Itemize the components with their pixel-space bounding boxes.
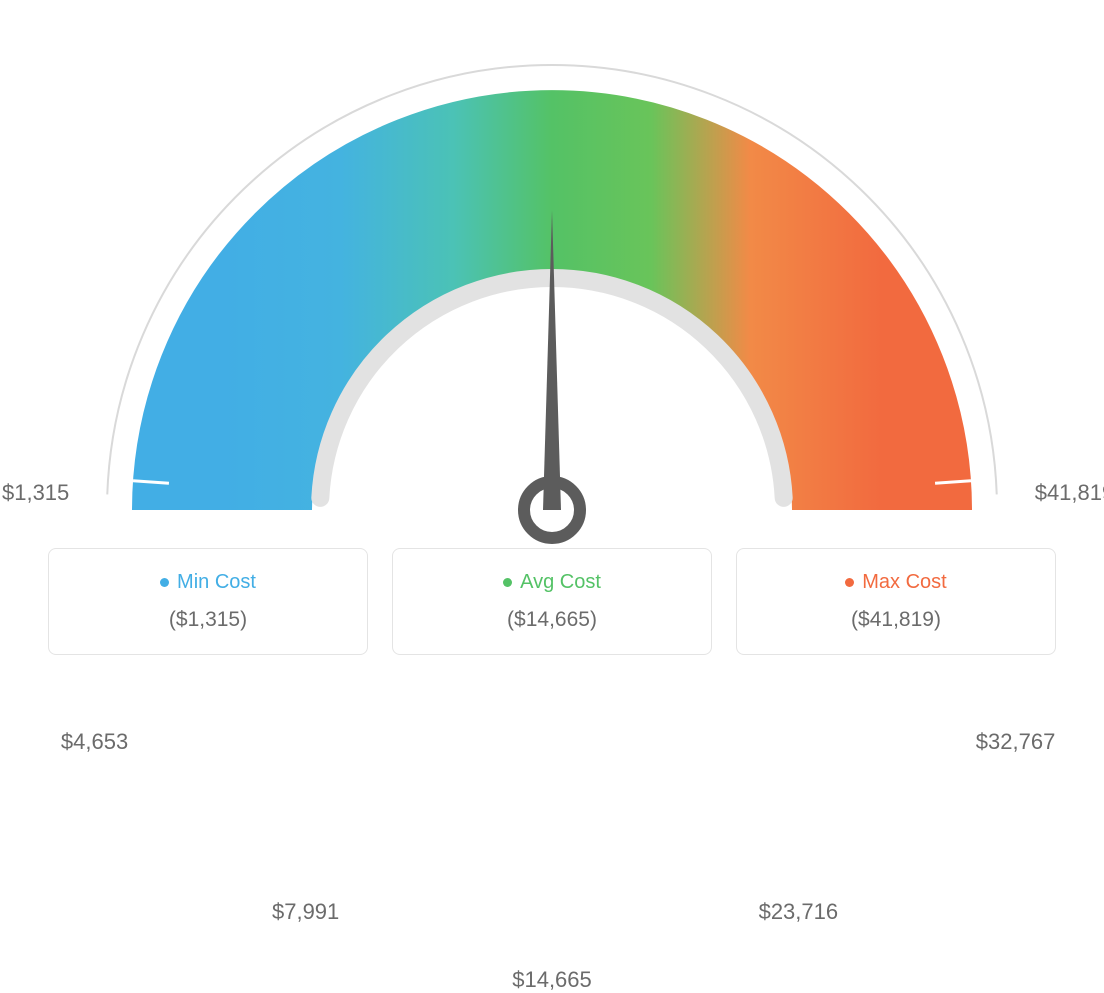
legend-title: Avg Cost (503, 571, 601, 594)
legend-value: ($41,819) (753, 608, 1039, 632)
legend-value: ($14,665) (409, 608, 695, 632)
gauge-tick-label: $1,315 (2, 480, 69, 506)
legend-title-text: Avg Cost (520, 571, 601, 594)
legend-value: ($1,315) (65, 608, 351, 632)
gauge-tick-label: $14,665 (512, 967, 592, 993)
gauge-tick-label: $32,767 (976, 729, 1056, 755)
legend-dot-icon (160, 578, 169, 587)
gauge-chart-container: $1,315$4,653$7,991$14,665$23,716$32,767$… (0, 0, 1104, 690)
legend-dot-icon (503, 578, 512, 587)
gauge-svg (72, 30, 1032, 550)
gauge-area: $1,315$4,653$7,991$14,665$23,716$32,767$… (0, 0, 1104, 540)
legend-title: Max Cost (845, 571, 946, 594)
gauge-tick-label: $23,716 (759, 899, 839, 925)
legend-row: Min Cost ($1,315) Avg Cost ($14,665) Max Cos… (0, 548, 1104, 655)
legend-card-max: Max Cost ($41,819) (736, 548, 1056, 655)
legend-dot-icon (845, 578, 854, 587)
legend-title-text: Min Cost (177, 571, 256, 594)
legend-title: Min Cost (160, 571, 256, 594)
gauge-tick-label: $7,991 (272, 899, 339, 925)
legend-title-text: Max Cost (862, 571, 946, 594)
legend-card-avg: Avg Cost ($14,665) (392, 548, 712, 655)
gauge-tick-label: $4,653 (61, 729, 128, 755)
gauge-tick-label: $41,819 (1035, 480, 1104, 506)
legend-card-min: Min Cost ($1,315) (48, 548, 368, 655)
